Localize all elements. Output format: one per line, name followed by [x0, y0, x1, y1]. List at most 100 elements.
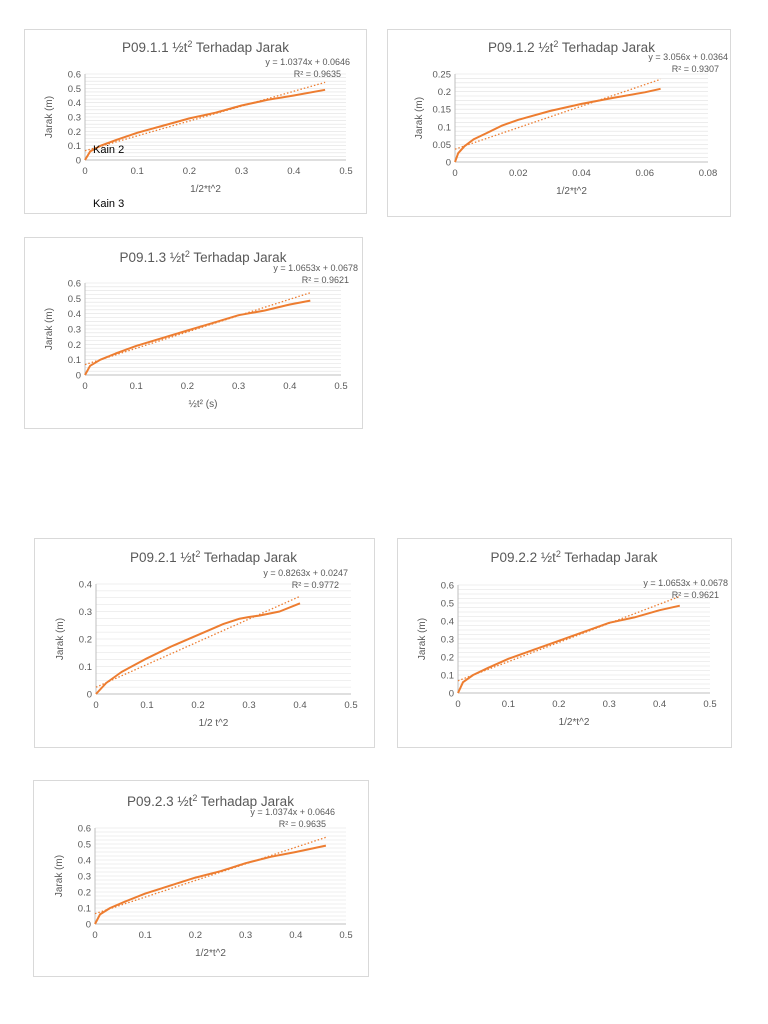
kain-3-label: Kain 3 — [93, 198, 125, 210]
gridlines — [458, 584, 710, 694]
y-axis-title: Jarak (m) — [44, 308, 55, 350]
x-tick-label: 0.1 — [139, 930, 152, 941]
y-tick-label: 0.6 — [68, 70, 81, 81]
x-tick-label: 0.3 — [232, 381, 245, 392]
chart-title: P09.2.1 ½t2 Terhadap Jarak — [130, 549, 297, 565]
x-tick-label: 0.5 — [344, 700, 357, 711]
y-tick-label: 0.3 — [68, 325, 81, 336]
y-tick-label: 0.1 — [68, 355, 81, 366]
y-tick-label: 0.4 — [441, 617, 454, 628]
y-tick-label: 0.1 — [79, 662, 92, 673]
trendline-r2: R² = 0.9621 — [672, 590, 719, 600]
chart-p0913-svg: P09.1.3 ½t2 Terhadap Jarak 0 0.1 0.2 0.3 0.4 0… — [44, 249, 358, 410]
y-axis-title: Jarak (m) — [55, 618, 66, 660]
trendline-equation: y = 1.0374x + 0.0646 — [250, 807, 335, 817]
chart-title-sup: 2 — [553, 39, 558, 49]
trendline-equation: y = 3.056x + 0.0364 — [648, 52, 728, 62]
x-tick-label: 0.5 — [339, 930, 352, 941]
chart-p0911: P09.1.1 ½t2 Terhadap Jarak 0 0.1 0.2 0.3 0.4 0… — [24, 29, 367, 214]
y-tick-label: 0.2 — [78, 888, 91, 899]
x-tick-label: 0 — [92, 930, 97, 941]
chart-title-prefix: P09.2.1 ½t — [130, 550, 196, 565]
chart-title-suffix: Terhadap Jarak — [197, 794, 294, 809]
chart-title-sup: 2 — [195, 549, 200, 559]
chart-title: P09.2.2 ½t2 Terhadap Jarak — [491, 549, 658, 565]
chart-title-prefix: P09.2.2 ½t — [491, 550, 557, 565]
x-tick-label: 0.4 — [653, 699, 666, 710]
chart-title-sup: 2 — [556, 549, 561, 559]
y-axis-title: Jarak (m) — [44, 96, 55, 138]
chart-title-suffix: Terhadap Jarak — [561, 550, 658, 565]
trendline-r2: R² = 0.9307 — [672, 64, 719, 74]
x-tick-label: 0.08 — [699, 168, 718, 179]
x-tick-label: 0 — [455, 699, 460, 710]
x-tick-label: 0.02 — [509, 168, 528, 179]
series-line — [95, 602, 301, 695]
y-tick-label: 0.1 — [68, 141, 81, 152]
x-tick-label: 0 — [452, 168, 457, 179]
y-tick-label: 0.6 — [68, 279, 81, 290]
x-tick-label: 0.06 — [636, 168, 655, 179]
y-tick-label: 0.3 — [78, 872, 91, 883]
series-line — [457, 604, 681, 694]
trendline-r2: R² = 0.9621 — [302, 275, 349, 285]
chart-p0921: P09.2.1 ½t2 Terhadap Jarak 0 0.1 0.2 0.3 0.4 0… — [34, 538, 375, 748]
x-tick-label: 0.1 — [130, 381, 143, 392]
trendline — [94, 836, 327, 915]
x-axis-title: 1/2*t^2 — [559, 717, 590, 728]
chart-title: P09.1.2 ½t2 Terhadap Jarak — [488, 39, 655, 55]
trendline-r2: R² = 0.9772 — [292, 580, 339, 590]
trendline — [454, 78, 661, 150]
chart-p0921-svg: P09.2.1 ½t2 Terhadap Jarak 0 0.1 0.2 0.3 0.4 0… — [55, 549, 358, 729]
gridlines — [85, 282, 341, 376]
chart-title-sup: 2 — [192, 793, 197, 803]
x-tick-label: 0.4 — [293, 700, 306, 711]
trendline-r2: R² = 0.9635 — [279, 819, 326, 829]
x-tick-label: 0.1 — [140, 700, 153, 711]
y-tick-label: 0.1 — [78, 904, 91, 915]
x-tick-label: 0.3 — [239, 930, 252, 941]
x-tick-label: 0.2 — [181, 381, 194, 392]
x-tick-label: 0.3 — [235, 166, 248, 177]
y-axis-title: Jarak (m) — [414, 97, 425, 139]
chart-title-prefix: P09.2.3 ½t — [127, 794, 193, 809]
x-axis-title: ½t² (s) — [189, 399, 218, 410]
y-tick-label: 0.2 — [68, 127, 81, 138]
x-tick-label: 0 — [82, 166, 87, 177]
x-axis-title: 1/2*t^2 — [190, 184, 221, 195]
chart-title-sup: 2 — [187, 39, 192, 49]
x-tick-label: 0.1 — [502, 699, 515, 710]
chart-title-suffix: Terhadap Jarak — [192, 40, 289, 55]
x-tick-label: 0.4 — [289, 930, 302, 941]
trendline — [457, 595, 680, 682]
chart-p0912-svg: P09.1.2 ½t2 Terhadap Jarak 0 0.05 0.1 0.15 0.… — [414, 39, 728, 197]
chart-title: P09.1.1 ½t2 Terhadap Jarak — [122, 39, 289, 55]
chart-title-suffix: Terhadap Jarak — [190, 250, 287, 265]
chart-title-prefix: P09.1.3 ½t — [120, 250, 186, 265]
series-line — [84, 88, 326, 161]
series-line — [94, 844, 327, 925]
y-tick-label: 0.6 — [78, 824, 91, 835]
gridlines — [95, 827, 346, 925]
chart-title-sup: 2 — [185, 249, 190, 259]
chart-p0922-svg: P09.2.2 ½t2 Terhadap Jarak 0 0.1 0.2 0.3 0.4 0… — [417, 549, 728, 728]
y-tick-label: 0.2 — [68, 340, 81, 351]
x-tick-label: 0.5 — [339, 166, 352, 177]
x-tick-label: 0.3 — [603, 699, 616, 710]
trendline-equation: y = 1.0374x + 0.0646 — [265, 57, 350, 67]
trendline-equation: y = 1.0653x + 0.0678 — [643, 578, 728, 588]
x-tick-label: 0.2 — [191, 700, 204, 711]
y-tick-label: 0.15 — [433, 105, 452, 116]
x-tick-label: 0.5 — [334, 381, 347, 392]
y-tick-label: 0.3 — [79, 607, 92, 618]
chart-p0911-svg: P09.1.1 ½t2 Terhadap Jarak 0 0.1 0.2 0.3 0.4 0… — [44, 39, 353, 195]
x-tick-label: 0.1 — [131, 166, 144, 177]
x-tick-label: 0 — [93, 700, 98, 711]
x-tick-label: 0.4 — [283, 381, 296, 392]
chart-p0912: P09.1.2 ½t2 Terhadap Jarak 0 0.05 0.1 0.15 0.… — [387, 29, 731, 217]
y-tick-label: 0.2 — [438, 87, 451, 98]
y-tick-label: 0.3 — [68, 113, 81, 124]
y-tick-label: 0.1 — [441, 671, 454, 682]
y-tick-label: 0 — [86, 920, 91, 931]
x-tick-label: 0.04 — [572, 168, 591, 179]
